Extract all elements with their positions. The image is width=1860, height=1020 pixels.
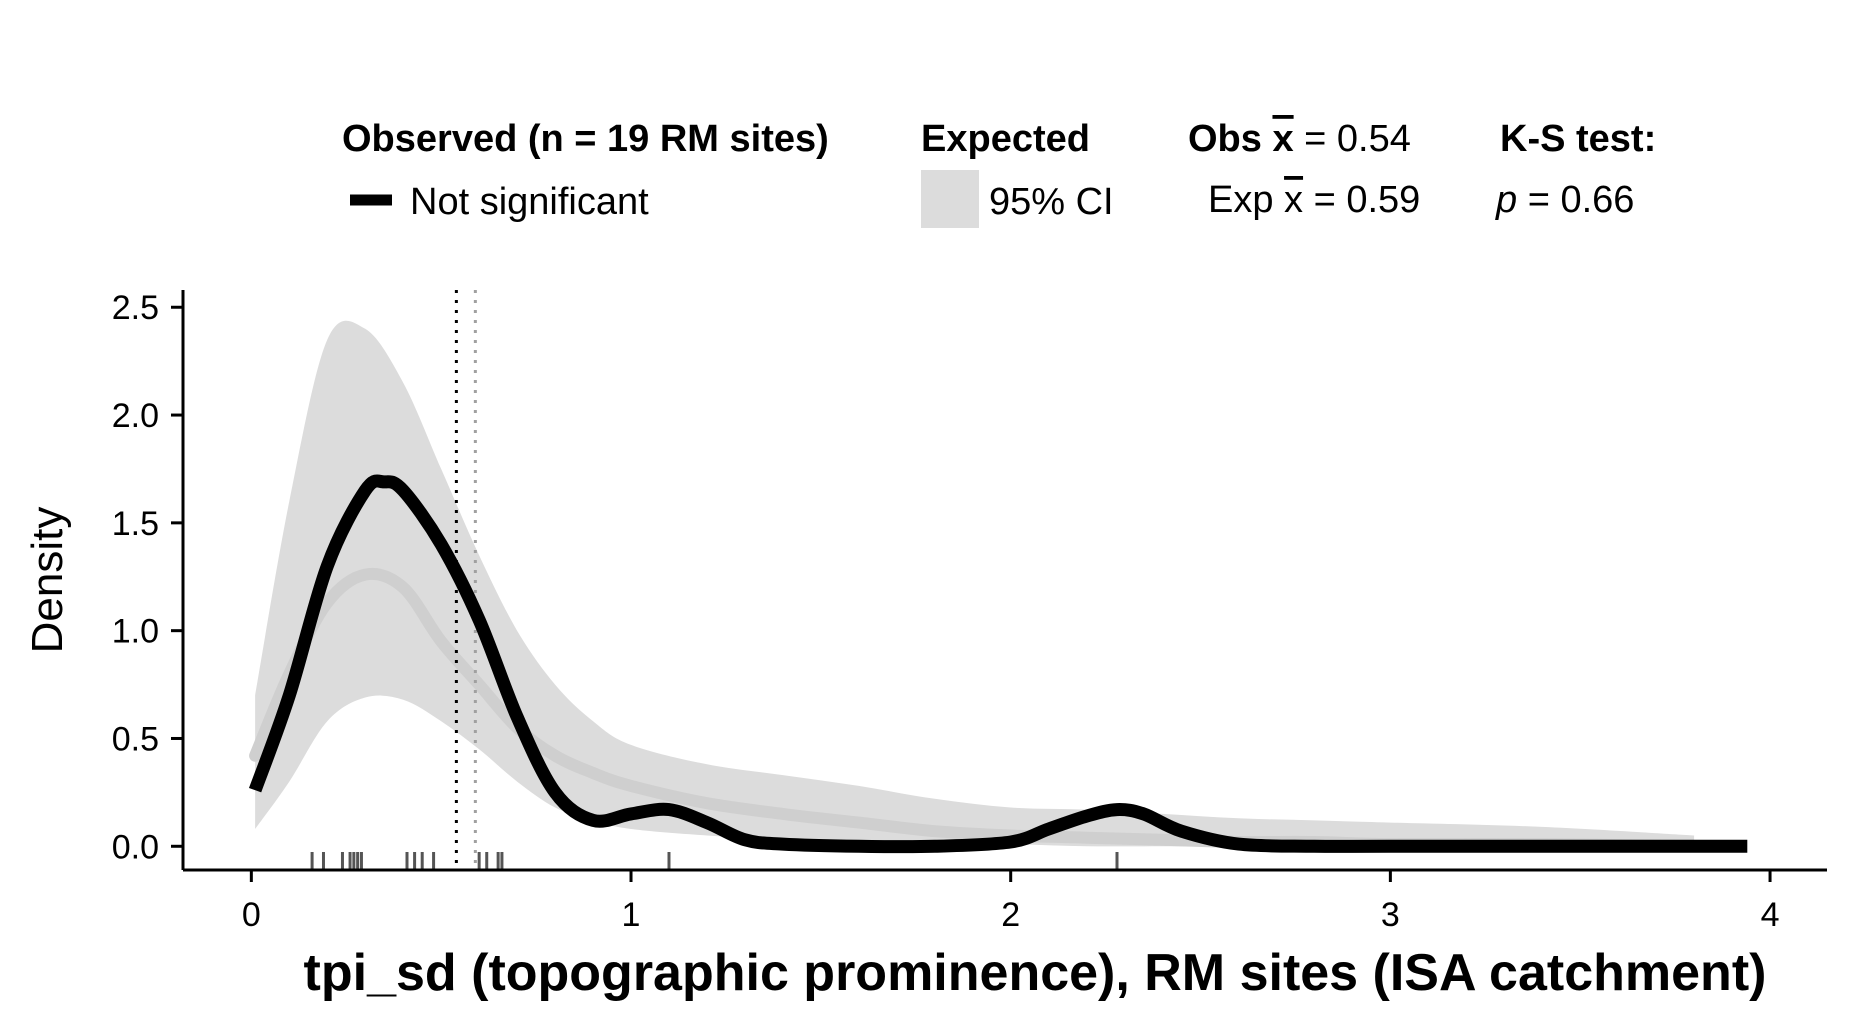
y-axis-title: Density: [23, 507, 72, 654]
y-tick-label: 1.5: [112, 505, 159, 543]
x-tick-label: 3: [1381, 896, 1400, 934]
legend-observed-title: Observed (n = 19 RM sites): [342, 118, 829, 160]
y-tick-label: 1.0: [112, 613, 159, 651]
obs-mean-prefix: Obs: [1188, 118, 1262, 160]
legend-ks-p: p = 0.66: [1495, 179, 1634, 221]
exp-mean-prefix: Exp: [1208, 179, 1273, 221]
obs-mean-value: = 0.54: [1304, 118, 1411, 160]
legend-exp-mean: Exp x = 0.59: [1208, 179, 1420, 221]
legend: Observed (n = 19 RM sites) Not significa…: [342, 118, 1656, 228]
x-ticks: 0 1 2 3 4: [242, 870, 1780, 934]
exp-mean-value: = 0.59: [1314, 179, 1421, 221]
legend-ks-title: K-S test:: [1500, 118, 1656, 160]
observed-line-layer: [248, 474, 1748, 854]
legend-ci-swatch: [921, 170, 979, 228]
ks-p-symbol: p: [1495, 179, 1517, 221]
x-axis-title: tpi_sd (topographic prominence), RM site…: [304, 944, 1767, 1002]
y-tick-label: 0.0: [112, 828, 159, 866]
axes: [181, 290, 1827, 872]
obs-mean-symbol: x: [1272, 118, 1293, 160]
observed-density-line: [248, 474, 1748, 854]
x-tick-label: 2: [1001, 896, 1020, 934]
x-tick-label: 4: [1761, 896, 1780, 934]
legend-observed-entry: Not significant: [410, 181, 649, 223]
ci-band: [255, 320, 1695, 847]
ks-p-value: = 0.66: [1528, 179, 1635, 221]
rug-layer: [310, 852, 1119, 870]
x-tick-label: 0: [242, 896, 261, 934]
x-tick-label: 1: [622, 896, 641, 934]
ci-band-layer: [255, 320, 1695, 847]
y-tick-label: 2.0: [112, 397, 159, 435]
legend-expected-title: Expected: [921, 118, 1090, 160]
legend-obs-mean: Obs x = 0.54: [1188, 118, 1411, 160]
y-tick-label: 0.5: [112, 720, 159, 758]
exp-mean-symbol: x: [1284, 179, 1303, 221]
legend-expected-entry: 95% CI: [989, 181, 1114, 223]
y-ticks: 0.0 0.5 1.0 1.5 2.0 2.5: [112, 289, 183, 866]
y-tick-label: 2.5: [112, 289, 159, 327]
